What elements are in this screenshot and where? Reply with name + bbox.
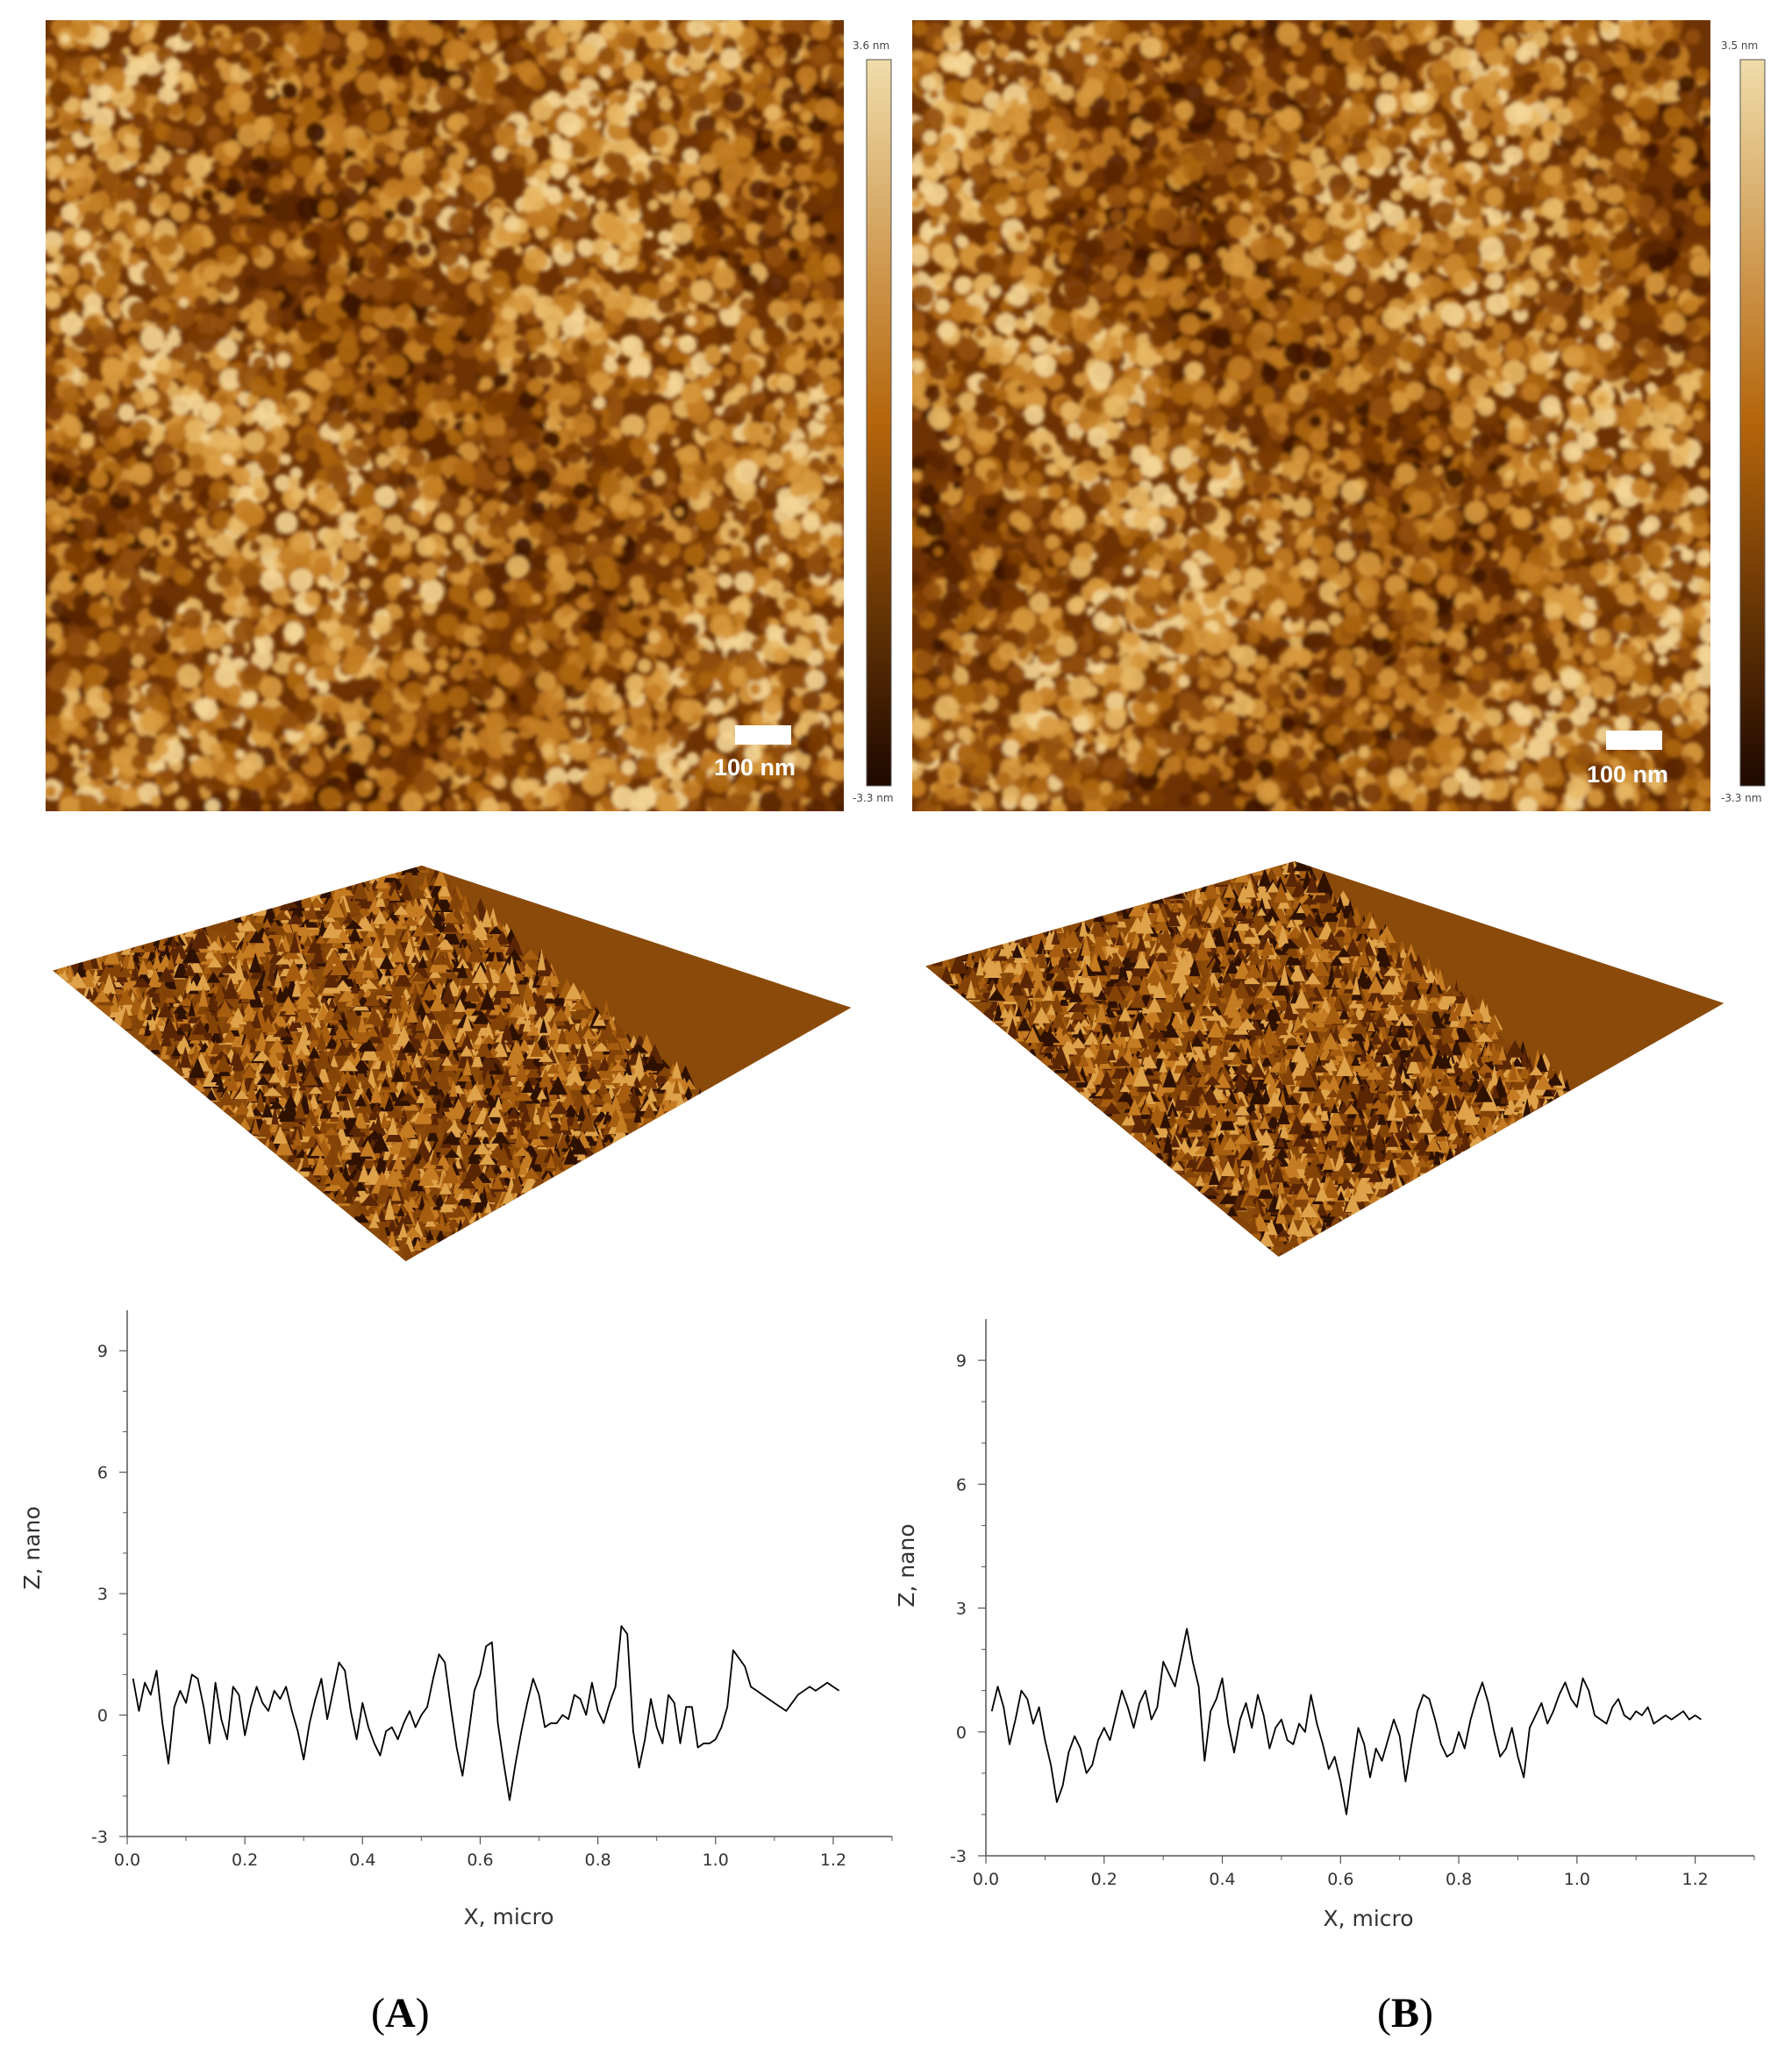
x-tick-label: 1.0 (1564, 1870, 1590, 1889)
x-tick-label: 1.2 (1682, 1870, 1709, 1889)
scale-bar-b (1606, 731, 1662, 750)
height-profile-chart-b: 0.0 0.2 0.4 0.6 0.8 1.0 1.2 -3 0 3 6 9 X, micro Z, na… (894, 1319, 1755, 1931)
profile-series-line (132, 1625, 840, 1801)
afm-grains (912, 20, 1710, 811)
afm-3d-surface-a (53, 866, 852, 1261)
x-tick-label: 0.8 (585, 1851, 611, 1870)
y-tick-label: -3 (91, 1828, 108, 1847)
x-tick-label: 0.0 (114, 1851, 140, 1870)
x-axis-label: X, micro (1323, 1906, 1413, 1931)
colorbar-gradient-b (1739, 59, 1766, 787)
x-tick-label: 0.2 (232, 1851, 258, 1870)
afm-3d-surface-b (925, 861, 1724, 1257)
colorbar-min-b: -3.3 nm (1721, 792, 1762, 804)
panel-label-a: (A) (371, 1990, 430, 2036)
colorbar-max-b: 3.5 nm (1721, 39, 1758, 52)
y-tick-label: 0 (956, 1723, 967, 1743)
panel-label-b: (B) (1377, 1990, 1433, 2036)
colorbar-max-a: 3.6 nm (853, 39, 889, 52)
profile-series-line (990, 1628, 1702, 1815)
colorbar-gradient-a (866, 59, 892, 787)
scale-bar-label-b: 100 nm (1587, 761, 1669, 788)
x-tick-label: 1.0 (703, 1851, 729, 1870)
afm-grains (46, 20, 844, 811)
scale-bar-a (735, 725, 791, 745)
x-tick-label: 0.0 (973, 1870, 999, 1889)
y-tick-label: 6 (956, 1475, 967, 1494)
x-tick-label: 0.2 (1091, 1870, 1117, 1889)
y-axis-label: Z, nano (19, 1506, 45, 1589)
y-tick-label: 3 (97, 1585, 108, 1604)
afm-height-map-b (912, 20, 1710, 811)
x-tick-label: 0.8 (1446, 1870, 1472, 1889)
height-profile-chart-a: 0.0 0.2 0.4 0.6 0.8 1.0 1.2 -3 0 3 6 9 X, micro Z, na… (19, 1310, 893, 1929)
y-tick-label: 6 (97, 1464, 108, 1483)
y-tick-label: 0 (97, 1707, 108, 1726)
y-axis-label: Z, nano (894, 1523, 919, 1607)
scale-bar-label-a: 100 nm (714, 754, 796, 781)
x-tick-label: 1.2 (820, 1851, 846, 1870)
y-tick-label: 3 (956, 1600, 967, 1619)
x-tick-label: 0.4 (349, 1851, 375, 1870)
x-axis-label: X, micro (463, 1904, 553, 1929)
x-tick-label: 0.6 (1327, 1870, 1353, 1889)
colorbar-a: 3.6 nm -3.3 nm (853, 39, 894, 804)
y-tick-label: 9 (956, 1352, 967, 1371)
afm-height-map-a (46, 20, 844, 811)
x-tick-label: 0.4 (1209, 1870, 1235, 1889)
y-tick-label: -3 (950, 1847, 967, 1866)
colorbar-b: 3.5 nm -3.3 nm (1721, 39, 1766, 804)
y-tick-label: 9 (97, 1342, 108, 1361)
x-tick-label: 0.6 (467, 1851, 493, 1870)
colorbar-min-a: -3.3 nm (853, 792, 894, 804)
surface-peaks (932, 861, 1647, 1255)
